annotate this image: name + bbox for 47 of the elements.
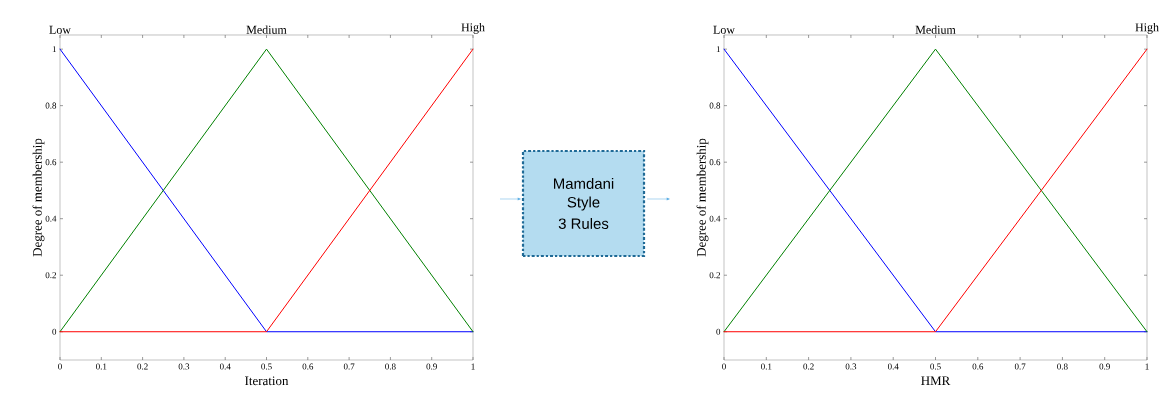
x-tick-label: 0.7 bbox=[1014, 363, 1026, 370]
x-tick-label: 0.4 bbox=[887, 363, 899, 370]
y-tick-label: 0.6 bbox=[45, 159, 57, 166]
x-tick-label: 0.9 bbox=[1099, 363, 1110, 370]
x-tick-label: 0.5 bbox=[261, 363, 272, 370]
y-tick-label: 1 bbox=[716, 46, 720, 53]
y-tick-label: 0.4 bbox=[709, 215, 721, 222]
y-tick-label: 0.6 bbox=[709, 159, 721, 166]
x-tick-label: 0.1 bbox=[96, 363, 107, 370]
x-tick-label: 0.3 bbox=[178, 363, 190, 370]
y-tick-label: 0.2 bbox=[709, 272, 720, 279]
x-axis-title: Iteration bbox=[245, 376, 289, 386]
text: Mamdani bbox=[553, 178, 614, 189]
x-tick-label: 0.6 bbox=[302, 363, 314, 370]
y-tick-label: 0.4 bbox=[45, 215, 57, 222]
y-axis-title: Degree of membership bbox=[696, 138, 709, 257]
series-label: Low bbox=[49, 25, 71, 34]
series-label: High bbox=[461, 22, 485, 34]
x-tick-label: 1 bbox=[471, 363, 475, 370]
x-tick-label: 0.6 bbox=[972, 363, 984, 370]
x-tick-label: 0.8 bbox=[1057, 363, 1068, 370]
x-tick-label: 0 bbox=[58, 363, 62, 370]
y-tick-label: 1 bbox=[52, 46, 56, 53]
x-tick-label: 0.2 bbox=[137, 363, 148, 370]
series-label: Low bbox=[713, 25, 735, 34]
y-tick-label: 0 bbox=[716, 328, 721, 335]
y-tick-label: 0.2 bbox=[45, 272, 56, 279]
x-tick-label: 0.9 bbox=[426, 363, 437, 370]
text: 3 Rules bbox=[558, 218, 609, 229]
x-tick-label: 0.1 bbox=[761, 363, 772, 370]
series-label: Medium bbox=[246, 25, 287, 34]
x-tick-label: 0.7 bbox=[343, 363, 355, 370]
x-tick-label: 0.2 bbox=[803, 363, 814, 370]
y-tick-label: 0 bbox=[52, 328, 57, 335]
series-label: Medium bbox=[915, 25, 956, 34]
series-label: High bbox=[1135, 22, 1159, 34]
y-axis-title: Degree of membership bbox=[32, 138, 45, 257]
x-tick-label: 0.8 bbox=[385, 363, 396, 370]
y-tick-label: 0.8 bbox=[45, 102, 57, 109]
x-tick-label: 1 bbox=[1145, 363, 1149, 370]
x-tick-label: 0.4 bbox=[219, 363, 231, 370]
x-tick-label: 0 bbox=[722, 363, 726, 370]
x-axis-title: HMR bbox=[921, 376, 951, 385]
x-tick-label: 0.5 bbox=[930, 363, 941, 370]
text: Style bbox=[567, 196, 600, 211]
y-tick-label: 0.8 bbox=[709, 102, 721, 109]
x-tick-label: 0.3 bbox=[845, 363, 857, 370]
